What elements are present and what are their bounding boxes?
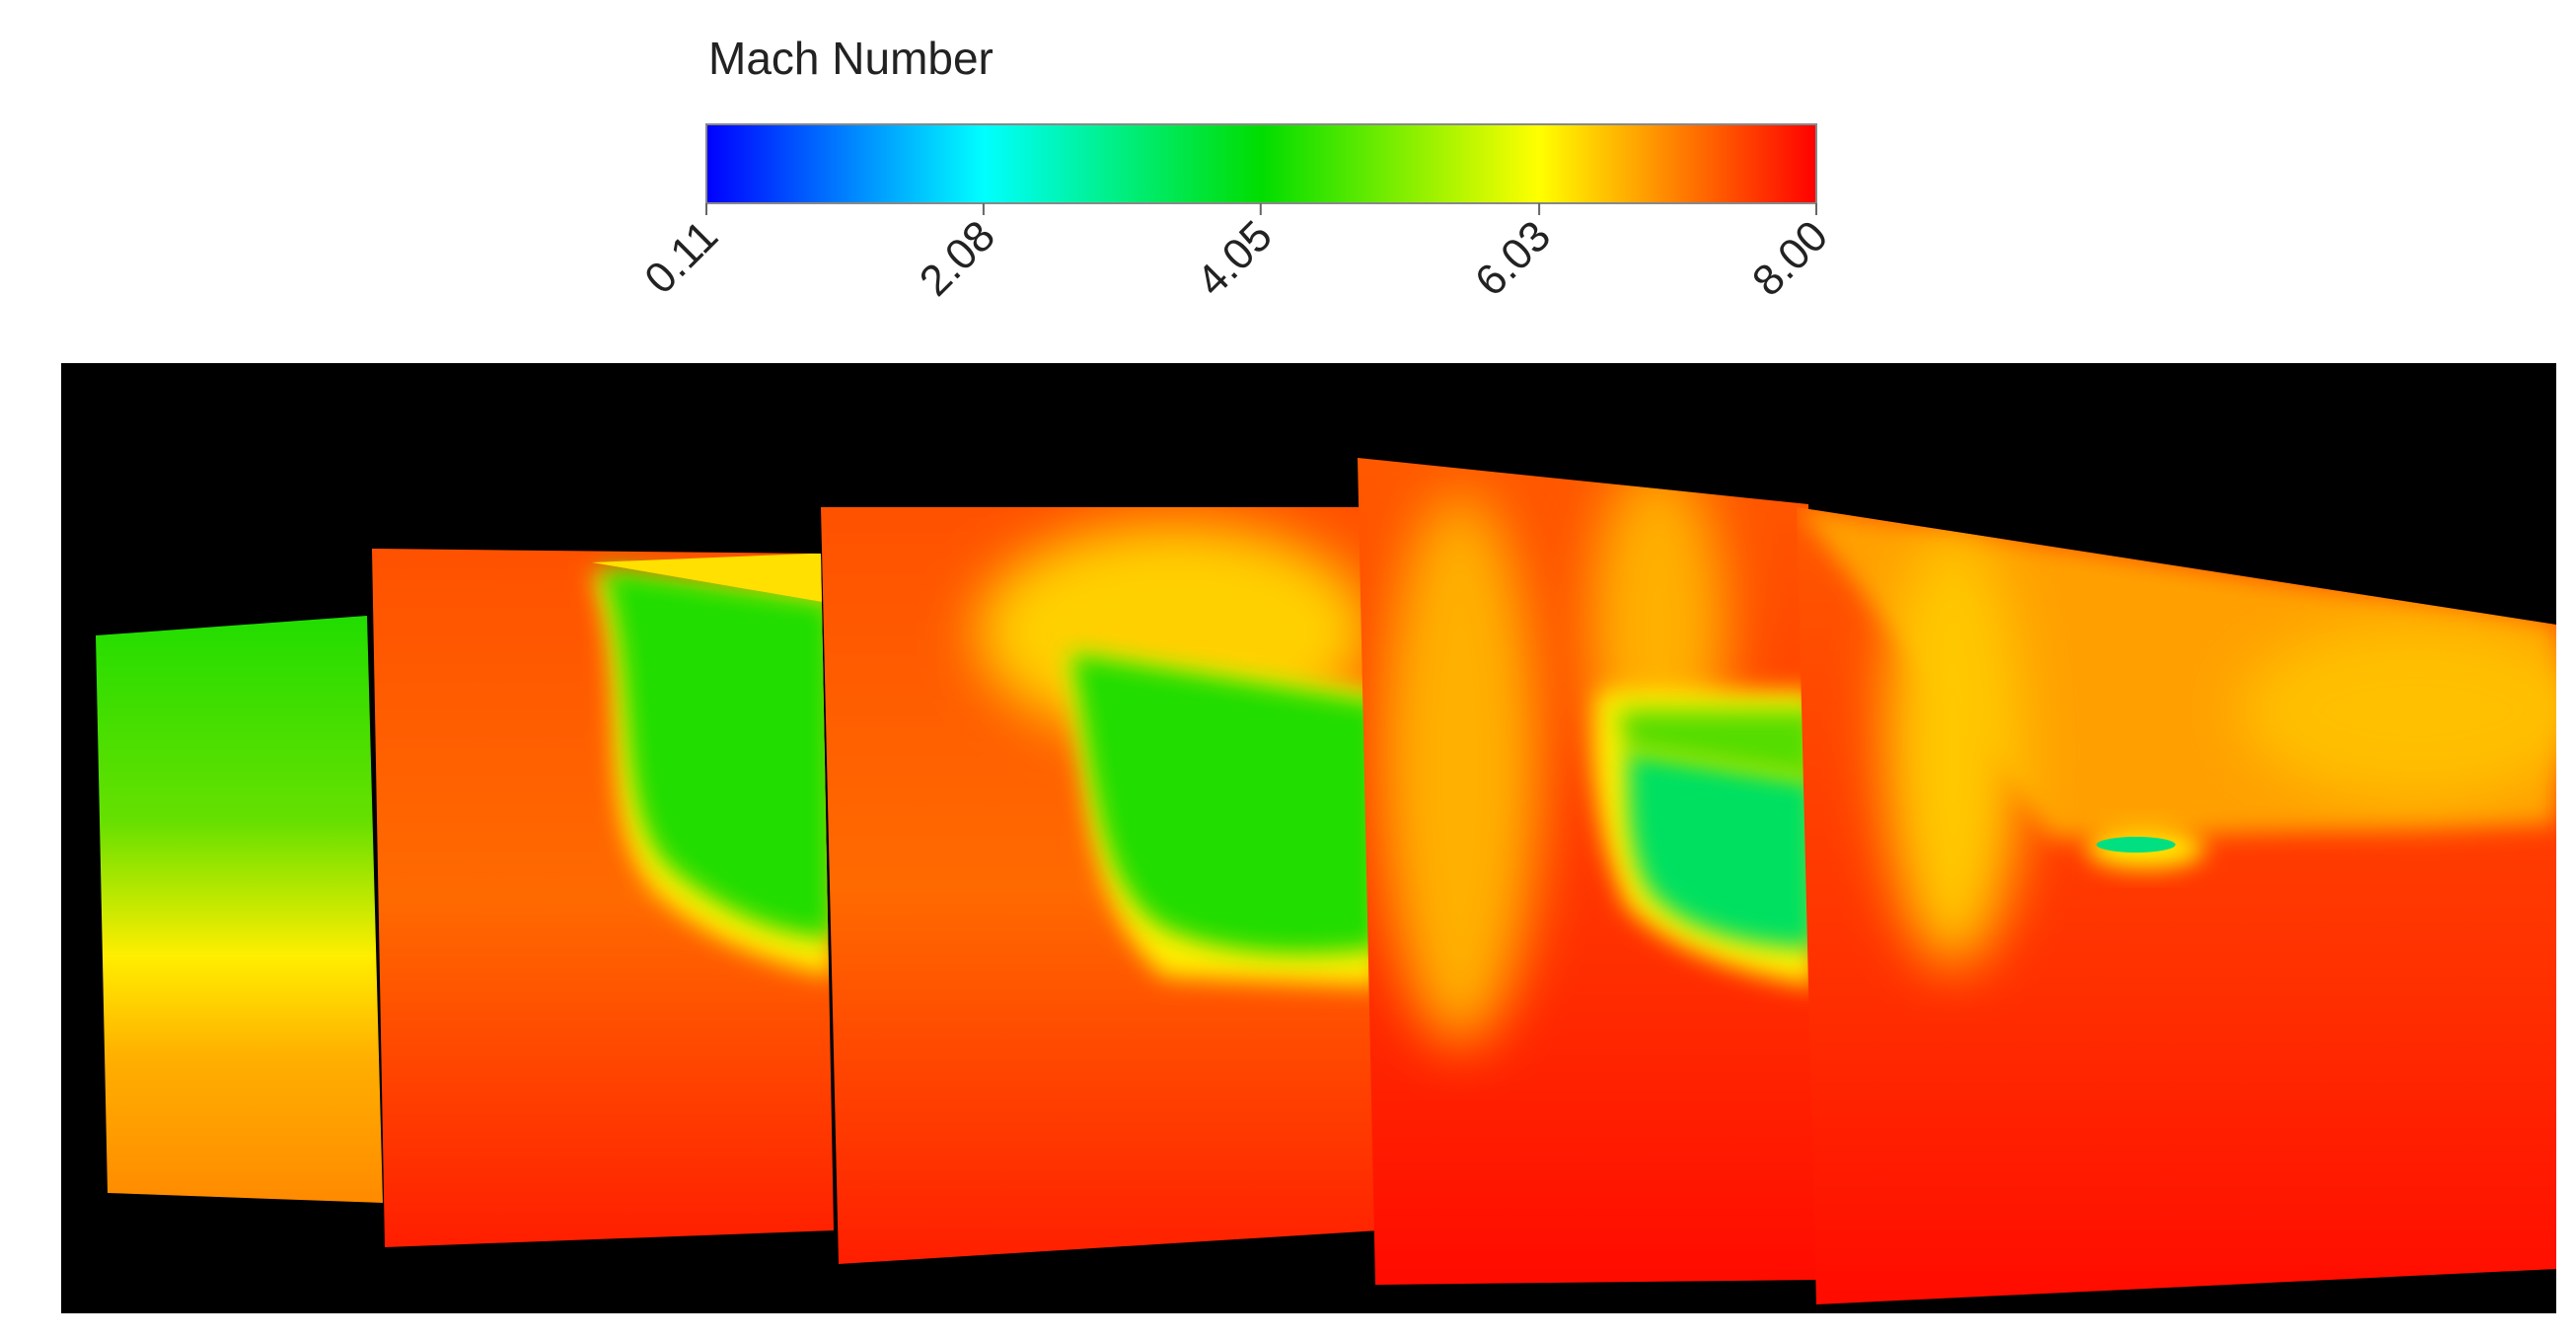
colorbar-gradient <box>705 123 1817 204</box>
tick-label: 2.08 <box>911 211 1004 305</box>
blade-passage <box>96 616 383 1203</box>
tick-label: 4.05 <box>1188 211 1282 305</box>
blade-passage <box>372 549 834 1247</box>
blade-passage <box>1797 507 2556 1304</box>
blade-passage <box>821 507 1379 1264</box>
colorbar-title: Mach Number <box>708 33 994 84</box>
tick-label: 0.11 <box>635 211 727 303</box>
blade-passage <box>1358 458 1816 1285</box>
tick-label: 8.00 <box>1743 211 1837 305</box>
colorbar: 0.11 2.08 4.05 6.03 8.00 <box>635 123 1837 306</box>
contour-field <box>96 458 2556 1304</box>
tick-label: 6.03 <box>1466 211 1560 305</box>
